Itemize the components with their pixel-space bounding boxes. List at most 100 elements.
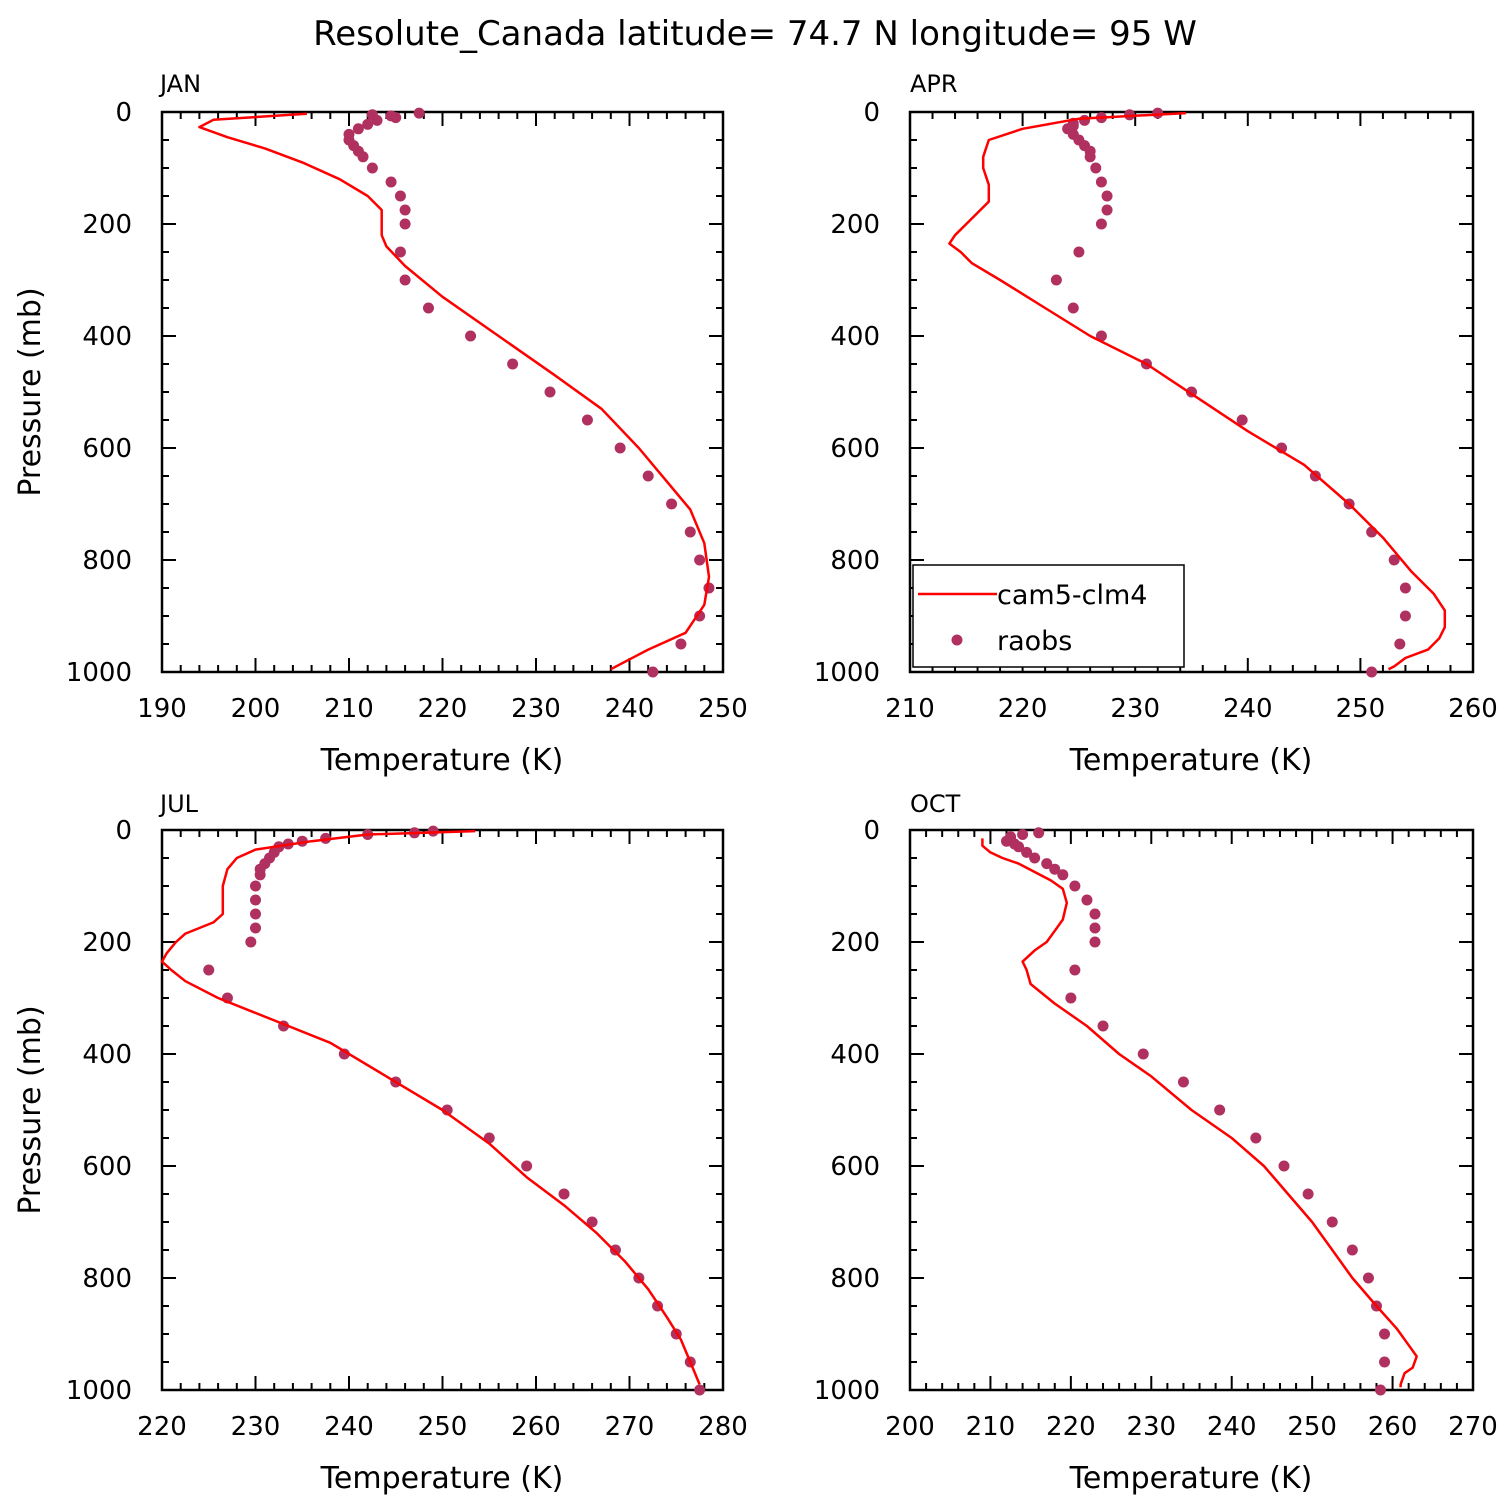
raobs-point <box>666 498 678 510</box>
raobs-point <box>1097 1020 1109 1032</box>
raobs-point <box>1366 666 1378 678</box>
raobs-point <box>544 386 556 398</box>
x-tick-label: 210 <box>966 1412 1016 1442</box>
raobs-point <box>1089 908 1101 920</box>
raobs-point <box>250 908 261 920</box>
legend-label-model: cam5-clm4 <box>997 580 1147 611</box>
x-tick-label: 220 <box>418 694 468 724</box>
y-tick-label: 400 <box>82 322 132 352</box>
raobs-point <box>413 107 425 119</box>
x-tick-label: 230 <box>231 1412 281 1442</box>
raobs-point <box>1302 1188 1314 1200</box>
raobs-point <box>694 610 706 622</box>
raobs-point <box>521 1160 533 1172</box>
y-axis-label: Pressure (mb) <box>13 1005 48 1214</box>
raobs-point <box>1065 992 1077 1004</box>
panel-jul: JUL 220 230 240 250 260 270 280 0 200 400 600 800 10… <box>13 790 748 1496</box>
x-tick-label: 270 <box>1448 1412 1498 1442</box>
y-tick-label: 800 <box>830 1264 880 1294</box>
x-tick-label: 240 <box>324 1412 374 1442</box>
x-tick-label: 220 <box>1046 1412 1096 1442</box>
model-line <box>981 838 1418 1388</box>
raobs-point <box>586 1216 598 1228</box>
raobs-point <box>1375 1384 1387 1396</box>
raobs-point <box>250 880 261 892</box>
raobs-point <box>352 123 364 135</box>
legend-label-obs: raobs <box>997 626 1072 657</box>
raobs-point <box>1013 841 1025 853</box>
series-layer <box>198 107 715 678</box>
raobs-point <box>1177 1076 1189 1088</box>
raobs-point <box>254 869 266 881</box>
raobs-point <box>1137 1048 1149 1060</box>
panel-label: OCT <box>910 790 961 818</box>
y-tick-label: 800 <box>830 546 880 576</box>
raobs-point <box>675 638 687 650</box>
x-tick-label: 200 <box>231 694 281 724</box>
raobs-point <box>642 470 654 482</box>
raobs-point <box>1029 852 1041 864</box>
raobs-point <box>1326 1216 1338 1228</box>
y-tick-label: 1000 <box>66 1376 132 1406</box>
raobs-point <box>1050 274 1062 286</box>
raobs-point <box>1033 827 1045 839</box>
y-tick-label: 1000 <box>814 1376 880 1406</box>
raobs-point <box>1089 936 1101 948</box>
panel-label: JUL <box>158 790 199 818</box>
x-tick-label: 240 <box>1223 694 1273 724</box>
x-tick-label: 210 <box>324 694 374 724</box>
y-tick-label: 600 <box>82 434 132 464</box>
y-tick-label: 600 <box>830 434 880 464</box>
axis-ticks: 210 220 230 240 250 260 0 200 400 600 800 1000 <box>814 98 1498 724</box>
y-tick-label: 200 <box>82 928 132 958</box>
raobs-point <box>614 442 626 454</box>
raobs-point <box>1250 1132 1262 1144</box>
legend-box <box>912 564 1185 668</box>
y-tick-label: 200 <box>82 210 132 240</box>
raobs-point <box>422 302 434 314</box>
raobs-point <box>1236 414 1248 426</box>
raobs-point <box>1394 638 1406 650</box>
raobs-point <box>1388 554 1400 566</box>
x-axis-label: Temperature (K) <box>320 1461 564 1496</box>
x-tick-label: 270 <box>605 1412 655 1442</box>
panel-jan: JAN 190 200 210 220 230 240 250 0 200 400 600 800 10… <box>13 70 748 778</box>
x-tick-label: 200 <box>885 1412 935 1442</box>
raobs-point <box>371 114 383 126</box>
raobs-point <box>357 151 369 163</box>
raobs-point <box>250 922 261 934</box>
raobs-point <box>647 666 659 678</box>
raobs-point <box>399 218 411 230</box>
x-tick-label: 250 <box>698 694 748 724</box>
raobs-point <box>1069 880 1081 892</box>
x-tick-label: 260 <box>1448 694 1498 724</box>
raobs-point <box>1101 190 1113 202</box>
raobs-point <box>1379 1356 1391 1368</box>
x-tick-label: 230 <box>511 694 561 724</box>
raobs-point <box>1049 863 1061 875</box>
raobs-point <box>366 162 378 174</box>
model-line <box>198 112 711 671</box>
raobs-point <box>1379 1328 1391 1340</box>
raobs-point <box>427 825 439 837</box>
panel-oct: OCT 200 210 220 230 240 250 260 270 0 200 400 600 80… <box>814 790 1498 1496</box>
y-tick-label: 200 <box>830 210 880 240</box>
raobs-point <box>394 246 406 258</box>
raobs-point <box>609 1244 621 1256</box>
raobs-point <box>338 1048 350 1060</box>
raobs-point <box>390 112 402 124</box>
x-tick-label: 190 <box>137 694 187 724</box>
x-tick-label: 240 <box>605 694 655 724</box>
raobs-point <box>581 414 593 426</box>
raobs-point <box>1084 151 1096 163</box>
series-layer <box>981 827 1418 1396</box>
raobs-point <box>694 554 706 566</box>
raobs-point <box>1095 330 1107 342</box>
y-tick-label: 0 <box>115 816 132 846</box>
raobs-point <box>1095 176 1107 188</box>
raobs-point <box>1089 922 1101 934</box>
model-line <box>948 111 1447 671</box>
raobs-point <box>558 1188 570 1200</box>
raobs-point <box>362 118 374 130</box>
